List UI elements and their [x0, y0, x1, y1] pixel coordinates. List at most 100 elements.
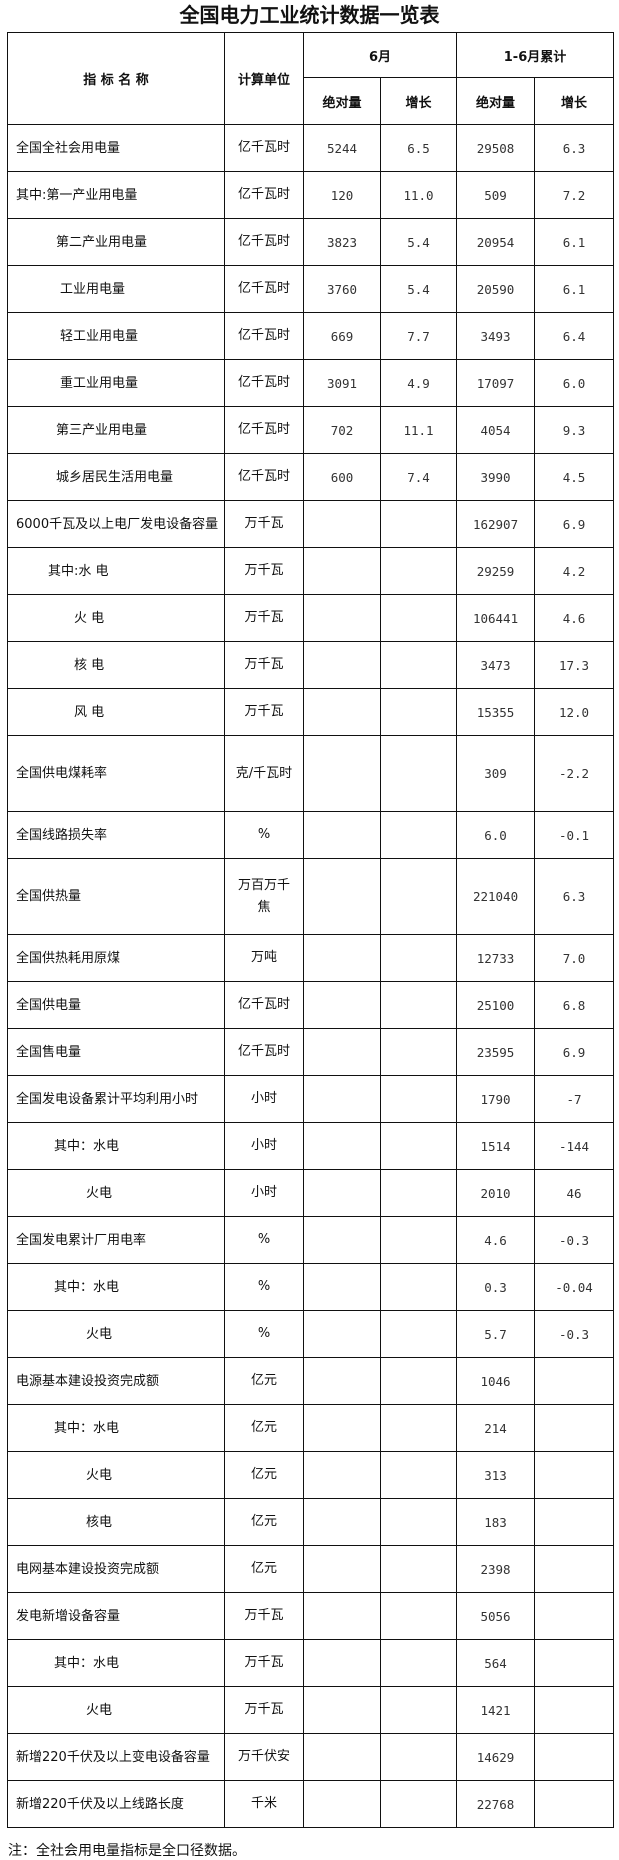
table-row: 全国线路损失率% 6.0 -0.1 — [7, 811, 615, 859]
unit-cell: 亿千瓦时 — [224, 265, 304, 313]
cumulative-absolute: 1790 — [456, 1075, 536, 1123]
june-absolute — [303, 1780, 381, 1828]
table-row: 重工业用电量 亿千瓦时 3091 4.9 17097 6.0 — [7, 359, 615, 407]
indicator-name: 其中：水电 — [7, 1263, 225, 1311]
table-row: 火电 万千瓦 1421 — [7, 1686, 615, 1734]
cumulative-growth: 6.1 — [534, 265, 615, 313]
cumulative-growth: 6.3 — [534, 858, 615, 935]
unit-cell: 亿千瓦时 — [224, 171, 304, 219]
unit-cell: 万千瓦 — [224, 1686, 304, 1734]
cumulative-absolute: 12733 — [456, 934, 536, 982]
unit-cell: 亿千瓦时 — [224, 312, 304, 360]
indicator-name: 风 电 — [7, 688, 225, 736]
cumulative-absolute: 25100 — [456, 981, 536, 1029]
cumulative-absolute: 4054 — [456, 406, 536, 454]
cumulative-absolute: 22768 — [456, 1780, 536, 1828]
cumulative-growth: -0.04 — [534, 1263, 615, 1311]
indicator-name: 全国发电累计厂用电率 — [7, 1216, 225, 1264]
cumulative-absolute: 15355 — [456, 688, 536, 736]
table-row: 全国发电设备累计平均利用小时 小时 1790 -7 — [7, 1075, 615, 1123]
cumulative-growth — [534, 1404, 615, 1452]
june-absolute — [303, 1592, 381, 1640]
unit-cell: 亿千瓦时 — [224, 981, 304, 1029]
table-row: 火电 小时 2010 46 — [7, 1169, 615, 1217]
table-row: 发电新增设备容量 万千瓦 5056 — [7, 1592, 615, 1640]
cumulative-absolute: 17097 — [456, 359, 536, 407]
indicator-name: 新增220千伏及以上变电设备容量 — [7, 1733, 225, 1781]
indicator-name: 轻工业用电量 — [7, 312, 225, 360]
indicator-name: 全国售电量 — [7, 1028, 225, 1076]
cumulative-growth: 9.3 — [534, 406, 615, 454]
june-absolute — [303, 1357, 381, 1405]
indicator-name: 其中：水电 — [7, 1122, 225, 1170]
unit-cell: 亿元 — [224, 1404, 304, 1452]
table-row: 电网基本建设投资完成额 亿元 2398 — [7, 1545, 615, 1593]
table-row: 全国供热耗用原煤 万吨 12733 7.0 — [7, 934, 615, 982]
june-growth — [379, 981, 458, 1029]
unit-cell: 亿千瓦时 — [224, 453, 304, 501]
unit-cell: 万百万千焦 — [224, 858, 304, 935]
unit-cell: 万千瓦 — [224, 641, 304, 689]
unit-cell: 亿千瓦时 — [224, 124, 304, 172]
cumulative-growth — [534, 1498, 615, 1546]
cumulative-growth: 7.2 — [534, 171, 615, 219]
indicator-name: 全国供热量 — [7, 858, 225, 935]
june-growth — [379, 1357, 458, 1405]
unit-cell: 亿千瓦时 — [224, 1028, 304, 1076]
unit-cell: 千米 — [224, 1780, 304, 1828]
header-cumulative-absolute: 绝对量 — [456, 77, 536, 125]
june-growth — [379, 1780, 458, 1828]
header-indicator: 指 标 名 称 — [7, 32, 225, 125]
june-absolute — [303, 1075, 381, 1123]
indicator-name: 全国供热耗用原煤 — [7, 934, 225, 982]
unit-cell: 万吨 — [224, 934, 304, 982]
table-row: 火电 亿元 313 — [7, 1451, 615, 1499]
table-row: 轻工业用电量 亿千瓦时 669 7.7 3493 6.4 — [7, 312, 615, 360]
indicator-name: 全国供电煤耗率 — [7, 735, 225, 812]
june-absolute — [303, 1733, 381, 1781]
indicator-name: 火电 — [7, 1169, 225, 1217]
unit-cell: 万千伏安 — [224, 1733, 304, 1781]
cumulative-growth: 4.5 — [534, 453, 615, 501]
unit-cell: 亿元 — [224, 1451, 304, 1499]
cumulative-absolute: 4.6 — [456, 1216, 536, 1264]
june-growth — [379, 1733, 458, 1781]
cumulative-growth: -7 — [534, 1075, 615, 1123]
cumulative-absolute: 309 — [456, 735, 536, 812]
cumulative-growth — [534, 1357, 615, 1405]
cumulative-absolute: 2010 — [456, 1169, 536, 1217]
june-growth: 6.5 — [379, 124, 458, 172]
june-growth — [379, 735, 458, 812]
table-row: 全国供电煤耗率 克/千瓦时 309 -2.2 — [7, 735, 615, 812]
table-row: 其中:第一产业用电量 亿千瓦时 120 11.0 509 7.2 — [7, 171, 615, 219]
june-growth — [379, 547, 458, 595]
table-row: 工业用电量 亿千瓦时 3760 5.4 20590 6.1 — [7, 265, 615, 313]
cumulative-absolute: 20954 — [456, 218, 536, 266]
june-growth — [379, 594, 458, 642]
cumulative-absolute: 564 — [456, 1639, 536, 1687]
june-growth — [379, 1451, 458, 1499]
cumulative-growth: 17.3 — [534, 641, 615, 689]
unit-cell: 亿千瓦时 — [224, 359, 304, 407]
indicator-name: 其中:水 电 — [7, 547, 225, 595]
cumulative-absolute: 14629 — [456, 1733, 536, 1781]
cumulative-growth: 6.4 — [534, 312, 615, 360]
cumulative-growth — [534, 1451, 615, 1499]
june-absolute — [303, 1639, 381, 1687]
june-absolute — [303, 500, 381, 548]
cumulative-growth: 12.0 — [534, 688, 615, 736]
june-absolute: 600 — [303, 453, 381, 501]
unit-cell: 小时 — [224, 1075, 304, 1123]
unit-cell: % — [224, 1310, 304, 1358]
indicator-name: 核 电 — [7, 641, 225, 689]
table-row: 全国发电累计厂用电率% 4.6 -0.3 — [7, 1216, 615, 1264]
cumulative-growth: 6.9 — [534, 500, 615, 548]
june-growth: 11.0 — [379, 171, 458, 219]
june-growth — [379, 1545, 458, 1593]
cumulative-absolute: 2398 — [456, 1545, 536, 1593]
june-absolute: 3091 — [303, 359, 381, 407]
june-absolute — [303, 1451, 381, 1499]
june-absolute — [303, 1310, 381, 1358]
cumulative-growth: -144 — [534, 1122, 615, 1170]
unit-cell: 万千瓦 — [224, 1592, 304, 1640]
